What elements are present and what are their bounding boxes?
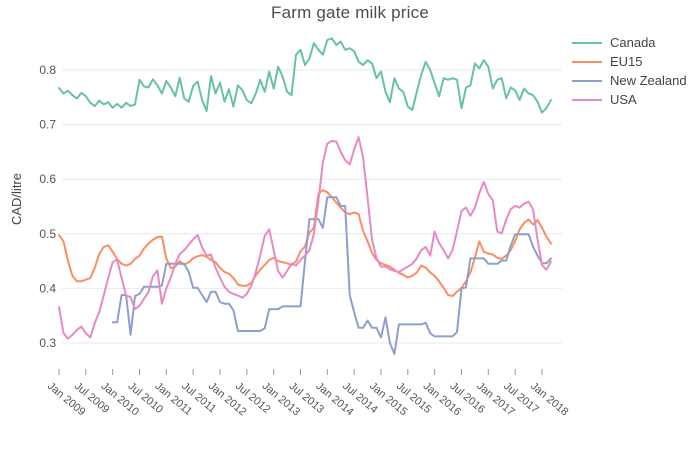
legend-label-eu15: EU15 bbox=[610, 54, 643, 69]
series-line-new-zealand bbox=[111, 196, 552, 355]
y-tick-label: 0.3 bbox=[39, 336, 56, 350]
legend-label-new-zealand: New Zealand bbox=[610, 73, 687, 88]
legend: Canada EU15 New Zealand USA bbox=[572, 33, 687, 109]
series-line-eu15 bbox=[58, 189, 552, 297]
y-tick-label: 0.6 bbox=[39, 172, 56, 186]
legend-item-canada[interactable]: Canada bbox=[572, 33, 687, 52]
legend-label-canada: Canada bbox=[610, 35, 656, 50]
eu15-line-swatch-icon bbox=[572, 60, 602, 63]
series-line-usa bbox=[58, 136, 552, 340]
new-zealand-line-swatch-icon bbox=[572, 79, 602, 82]
legend-item-eu15[interactable]: EU15 bbox=[572, 52, 687, 71]
canada-line-swatch-icon bbox=[572, 41, 602, 44]
usa-line-swatch-icon bbox=[572, 98, 602, 101]
y-tick-label: 0.5 bbox=[39, 227, 56, 241]
legend-item-new-zealand[interactable]: New Zealand bbox=[572, 71, 687, 90]
y-tick-label: 0.7 bbox=[39, 118, 56, 132]
y-tick-label: 0.8 bbox=[39, 63, 56, 77]
legend-label-usa: USA bbox=[610, 92, 637, 107]
y-tick-label: 0.4 bbox=[39, 281, 56, 295]
chart-title: Farm gate milk price bbox=[271, 3, 429, 22]
series-line-canada bbox=[58, 37, 552, 114]
legend-item-usa[interactable]: USA bbox=[572, 90, 687, 109]
